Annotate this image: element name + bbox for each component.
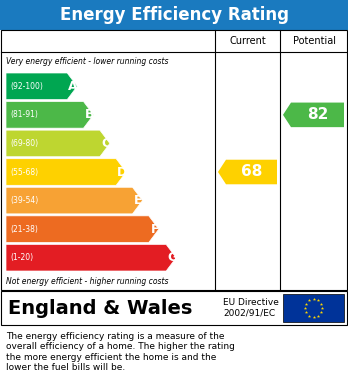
Text: England & Wales: England & Wales [8,298,192,317]
Text: The energy efficiency rating is a measure of the
overall efficiency of a home. T: The energy efficiency rating is a measur… [6,332,235,372]
Text: Very energy efficient - lower running costs: Very energy efficient - lower running co… [6,57,168,66]
Polygon shape [6,216,159,242]
Bar [1,291,347,325]
Text: E: E [134,194,143,207]
Text: 68: 68 [241,165,262,179]
Polygon shape [6,102,94,128]
Text: G: G [167,251,177,264]
Polygon shape [6,244,176,271]
Text: (92-100): (92-100) [10,82,43,91]
Text: Energy Efficiency Rating: Energy Efficiency Rating [60,6,288,24]
Text: (39-54): (39-54) [10,196,38,205]
Text: 82: 82 [307,108,328,122]
Bar [1,30,347,290]
Text: B: B [85,108,94,121]
Text: Not energy efficient - higher running costs: Not energy efficient - higher running co… [6,278,168,287]
Text: Potential: Potential [293,36,335,46]
Polygon shape [283,102,344,127]
Text: (1-20): (1-20) [10,253,33,262]
Text: F: F [151,222,159,236]
Text: (21-38): (21-38) [10,225,38,234]
Text: D: D [117,165,127,179]
Text: C: C [101,137,110,150]
Text: A: A [69,80,78,93]
Polygon shape [6,130,110,157]
Bar [0,0,348,30]
Text: (69-80): (69-80) [10,139,38,148]
Bar [283,294,344,322]
Polygon shape [6,73,77,100]
Text: (81-91): (81-91) [10,110,38,119]
Polygon shape [6,187,142,214]
Polygon shape [6,159,126,185]
Text: EU Directive
2002/91/EC: EU Directive 2002/91/EC [223,298,279,318]
Polygon shape [218,160,277,184]
Text: (55-68): (55-68) [10,167,38,176]
Text: Current: Current [229,36,266,46]
